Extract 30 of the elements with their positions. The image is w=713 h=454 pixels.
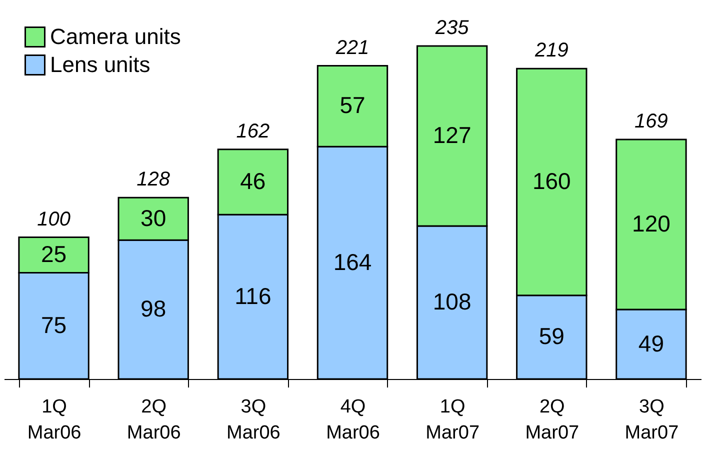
x-tick-label: 2Q Mar07 — [525, 396, 580, 444]
total-label: 221 — [334, 36, 370, 59]
data-label: 46 — [240, 168, 266, 194]
total-label: 235 — [434, 16, 470, 39]
data-label: 108 — [432, 288, 472, 314]
total-label: 219 — [534, 40, 568, 62]
x-tick-label: 2Q Mar06 — [126, 396, 181, 444]
data-label: 164 — [333, 248, 372, 275]
data-label: 59 — [538, 323, 564, 350]
x-tick-label: 3Q Mar06 — [226, 396, 280, 444]
data-label: 57 — [340, 92, 366, 118]
data-label: 116 — [234, 282, 272, 309]
total-label: 162 — [236, 120, 270, 142]
data-label: 98 — [140, 296, 166, 322]
data-label: 75 — [40, 312, 67, 338]
data-label: 127 — [432, 122, 472, 148]
data-label: 49 — [638, 330, 664, 356]
data-label: 25 — [40, 240, 67, 267]
x-tick-label: 3Q Mar07 — [624, 396, 679, 444]
total-label: 100 — [37, 208, 70, 230]
legend-label: Lens units — [50, 52, 150, 77]
x-tick-label: 4Q Mar06 — [326, 396, 380, 444]
total-label: 169 — [634, 110, 668, 132]
x-tick-label: 1Q Mar07 — [426, 396, 480, 444]
x-tick-label: 1Q Mar06 — [27, 396, 82, 444]
legend-label: Camera units — [50, 24, 181, 49]
total-label: 128 — [136, 168, 170, 191]
data-label: 30 — [140, 204, 166, 231]
data-label: 120 — [632, 210, 670, 237]
data-label: 160 — [532, 168, 571, 194]
